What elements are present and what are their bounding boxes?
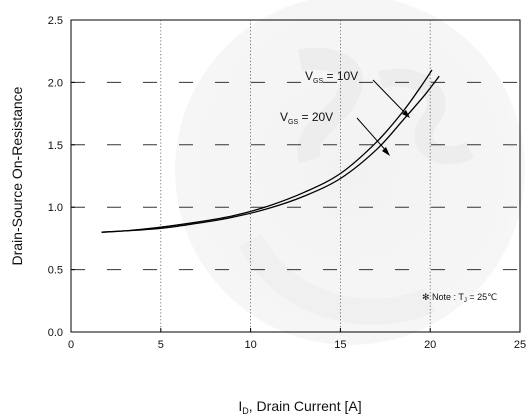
x-tick-label: 5 <box>158 339 164 351</box>
x-tick-label: 15 <box>334 339 346 351</box>
arrow-20v-line <box>356 117 389 154</box>
x-tick-label: 20 <box>424 339 436 351</box>
series-line-1 <box>101 75 440 233</box>
y-tick-label: 0.0 <box>48 327 63 339</box>
arrow-10v-line <box>372 79 409 117</box>
x-axis-title: ID, Drain Current [A] <box>238 398 361 416</box>
arrow-10v-head <box>402 110 410 118</box>
y-tick-label: 0.5 <box>48 265 63 277</box>
note-text: ✻ Note : TJ = 25℃ <box>422 292 497 304</box>
x-tick-label: 25 <box>514 339 526 351</box>
axis-ticks: 0 5 10 15 20 25 0.0 0.5 1.0 1.5 2.0 2.5 <box>48 15 526 351</box>
grid <box>71 20 520 332</box>
plot-area <box>70 19 521 333</box>
x-tick-label: 10 <box>244 339 256 351</box>
x-tick-label: 0 <box>68 339 74 351</box>
y-tick-label: 2.5 <box>48 15 63 27</box>
y-tick-label: 1.0 <box>48 202 63 214</box>
series-group <box>101 69 440 233</box>
series-line-0 <box>101 69 433 233</box>
y-axis-title: Drain-Source On-Resistance <box>9 86 25 265</box>
y-tick-label: 2.0 <box>48 77 63 89</box>
annotation-arrows <box>356 79 410 156</box>
annotation-vgs-20v: VGS = 20V <box>280 110 333 126</box>
y-tick-label: 1.5 <box>48 140 63 152</box>
annotation-vgs-10v: VGS = 10V <box>305 69 358 85</box>
arrow-20v-head <box>382 147 390 156</box>
